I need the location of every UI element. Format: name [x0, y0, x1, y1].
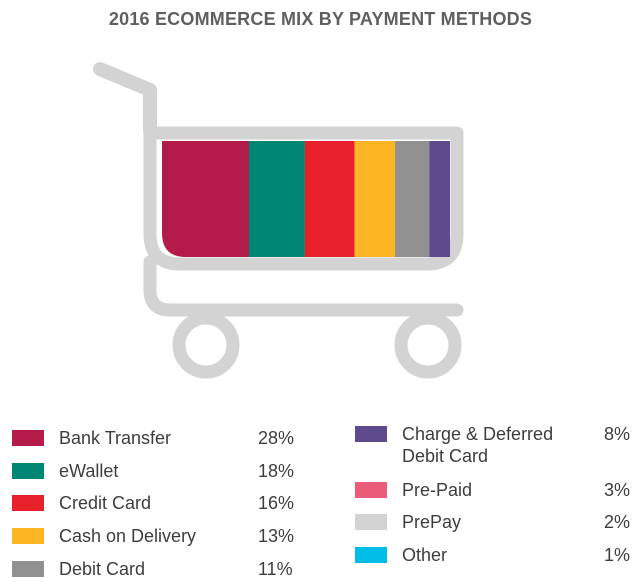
cart-bars	[162, 141, 473, 257]
legend-swatch-bank-transfer	[12, 430, 44, 446]
chart-title: 2016 ECOMMERCE MIX BY PAYMENT METHODS	[108, 9, 533, 29]
bar-ewallet	[249, 141, 305, 257]
legend-value-prepay: 2%	[604, 512, 631, 532]
legend-value-pre-paid: 3%	[604, 480, 631, 500]
legend-swatch-prepay	[355, 514, 387, 530]
legend-label-cash-on-delivery: Cash on Delivery	[59, 526, 197, 546]
legend-value-cash-on-delivery: 13%	[258, 526, 295, 546]
legend-label-prepay: PrePay	[402, 512, 462, 532]
legend-value-credit-card: 16%	[258, 493, 295, 513]
bar-credit-card	[304, 141, 355, 257]
legend-value-bank-transfer: 28%	[258, 428, 295, 448]
legend-label-credit-card: Credit Card	[59, 493, 152, 513]
legend-label-debit-card: Debit Card	[59, 559, 146, 579]
bar-cash-on-delivery	[354, 141, 396, 257]
legend-value-ewallet: 18%	[258, 461, 295, 481]
legend-swatch-pre-paid	[355, 482, 387, 498]
cart-basket	[143, 126, 464, 271]
legend-value-debit-card: 11%	[258, 559, 293, 579]
legend-swatch-cash-on-delivery	[12, 528, 44, 544]
legend-label-charge-deferred-debit-card: Charge & Deferred Debit Card	[402, 424, 554, 466]
cart-wheel-1	[172, 311, 240, 379]
legend-label-bank-transfer: Bank Transfer	[59, 428, 172, 448]
cart-handle	[93, 62, 157, 137]
legend-label-ewallet: eWallet	[59, 461, 119, 481]
legend-swatch-debit-card	[12, 561, 44, 577]
bar-other	[470, 141, 473, 257]
cart-outline-icon	[93, 62, 464, 317]
shopping-cart-chart	[93, 62, 473, 379]
cart-frame	[143, 255, 464, 317]
bar-bank-transfer	[162, 141, 249, 257]
bar-prepay	[463, 141, 469, 257]
legend-swatch-ewallet	[12, 463, 44, 479]
legend-swatch-credit-card	[12, 495, 44, 511]
legend-swatch-charge-deferred-debit-card	[355, 426, 387, 442]
bar-charge-deferred-debit-card	[429, 141, 450, 257]
legend-label-pre-paid: Pre-Paid	[402, 480, 473, 500]
bar-debit-card	[395, 141, 430, 257]
legend-value-charge-deferred-debit-card: 8%	[604, 424, 631, 444]
legend-value-other: 1%	[604, 545, 631, 565]
legend-swatch-other	[355, 547, 387, 563]
legend-label-other: Other	[402, 545, 448, 565]
cart-wheel-2	[394, 311, 462, 379]
cart-wheels	[172, 311, 462, 379]
